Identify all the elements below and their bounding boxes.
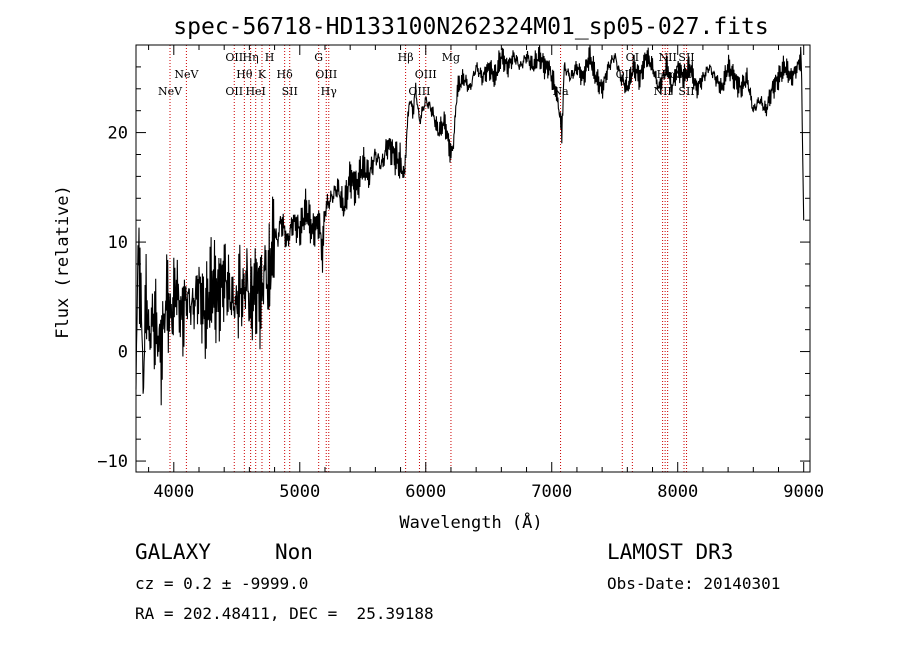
redshift-text: cz = 0.2 ± -9999.0 — [135, 574, 309, 593]
x-tick-label: 8000 — [657, 482, 698, 502]
line-mark-label: K — [258, 68, 267, 81]
x-tick-label: 4000 — [153, 482, 194, 502]
line-mark-label: HeI — [245, 85, 265, 98]
class-label: GALAXY — [135, 540, 211, 564]
y-axis-label: Flux (relative) — [53, 185, 73, 339]
chart-title: spec-56718-HD133100N262324M01_sp05-027.f… — [173, 14, 768, 40]
line-mark-label: OII — [225, 51, 243, 64]
y-tick-label: 20 — [108, 124, 128, 144]
line-mark-label: SII — [282, 85, 298, 98]
subclass-label: Non — [275, 540, 313, 564]
survey-label: LAMOST DR3 — [607, 540, 734, 564]
line-mark-label: H — [265, 51, 275, 64]
line-mark-label: Hβ — [398, 51, 414, 64]
x-tick-label: 5000 — [279, 482, 320, 502]
line-mark-label: SII — [678, 51, 694, 64]
line-mark-label: NII — [653, 85, 671, 98]
line-mark-label: Hδ — [277, 68, 294, 81]
line-mark-label: Hη — [243, 51, 259, 64]
line-mark-label: Mg — [442, 51, 460, 64]
line-mark-label: NeV — [158, 85, 183, 98]
line-mark-label: OII — [225, 85, 243, 98]
line-mark-label: Hθ — [236, 68, 253, 81]
line-mark-label: OIII — [315, 68, 337, 81]
y-tick-label: 10 — [108, 233, 128, 253]
x-tick-label: 7000 — [531, 482, 572, 502]
y-tick-label: −10 — [97, 452, 128, 472]
line-mark-label: SII — [678, 85, 694, 98]
x-axis-label: Wavelength (Å) — [399, 511, 542, 533]
x-axis-ticks: 4000 5000 6000 7000 8000 9000 — [148, 45, 824, 502]
x-tick-label: 6000 — [405, 482, 446, 502]
x-tick-label: 9000 — [783, 482, 824, 502]
y-tick-label: 0 — [118, 343, 128, 363]
plot-frame — [135, 44, 811, 473]
line-mark-label: G — [314, 51, 323, 64]
y-axis-ticks: −10 0 10 20 — [97, 66, 810, 472]
obs-date-text: Obs-Date: 20140301 — [607, 574, 781, 593]
line-mark-label: NeV — [174, 68, 199, 81]
line-mark-label: Hγ — [321, 85, 338, 98]
line-mark-label: OIII — [408, 85, 430, 98]
line-mark-label: OI — [626, 51, 639, 64]
line-mark-label: OIII — [415, 68, 437, 81]
coordinates-text: RA = 202.48411, DEC = 25.39188 — [135, 604, 434, 623]
flux-series-line — [135, 44, 805, 406]
